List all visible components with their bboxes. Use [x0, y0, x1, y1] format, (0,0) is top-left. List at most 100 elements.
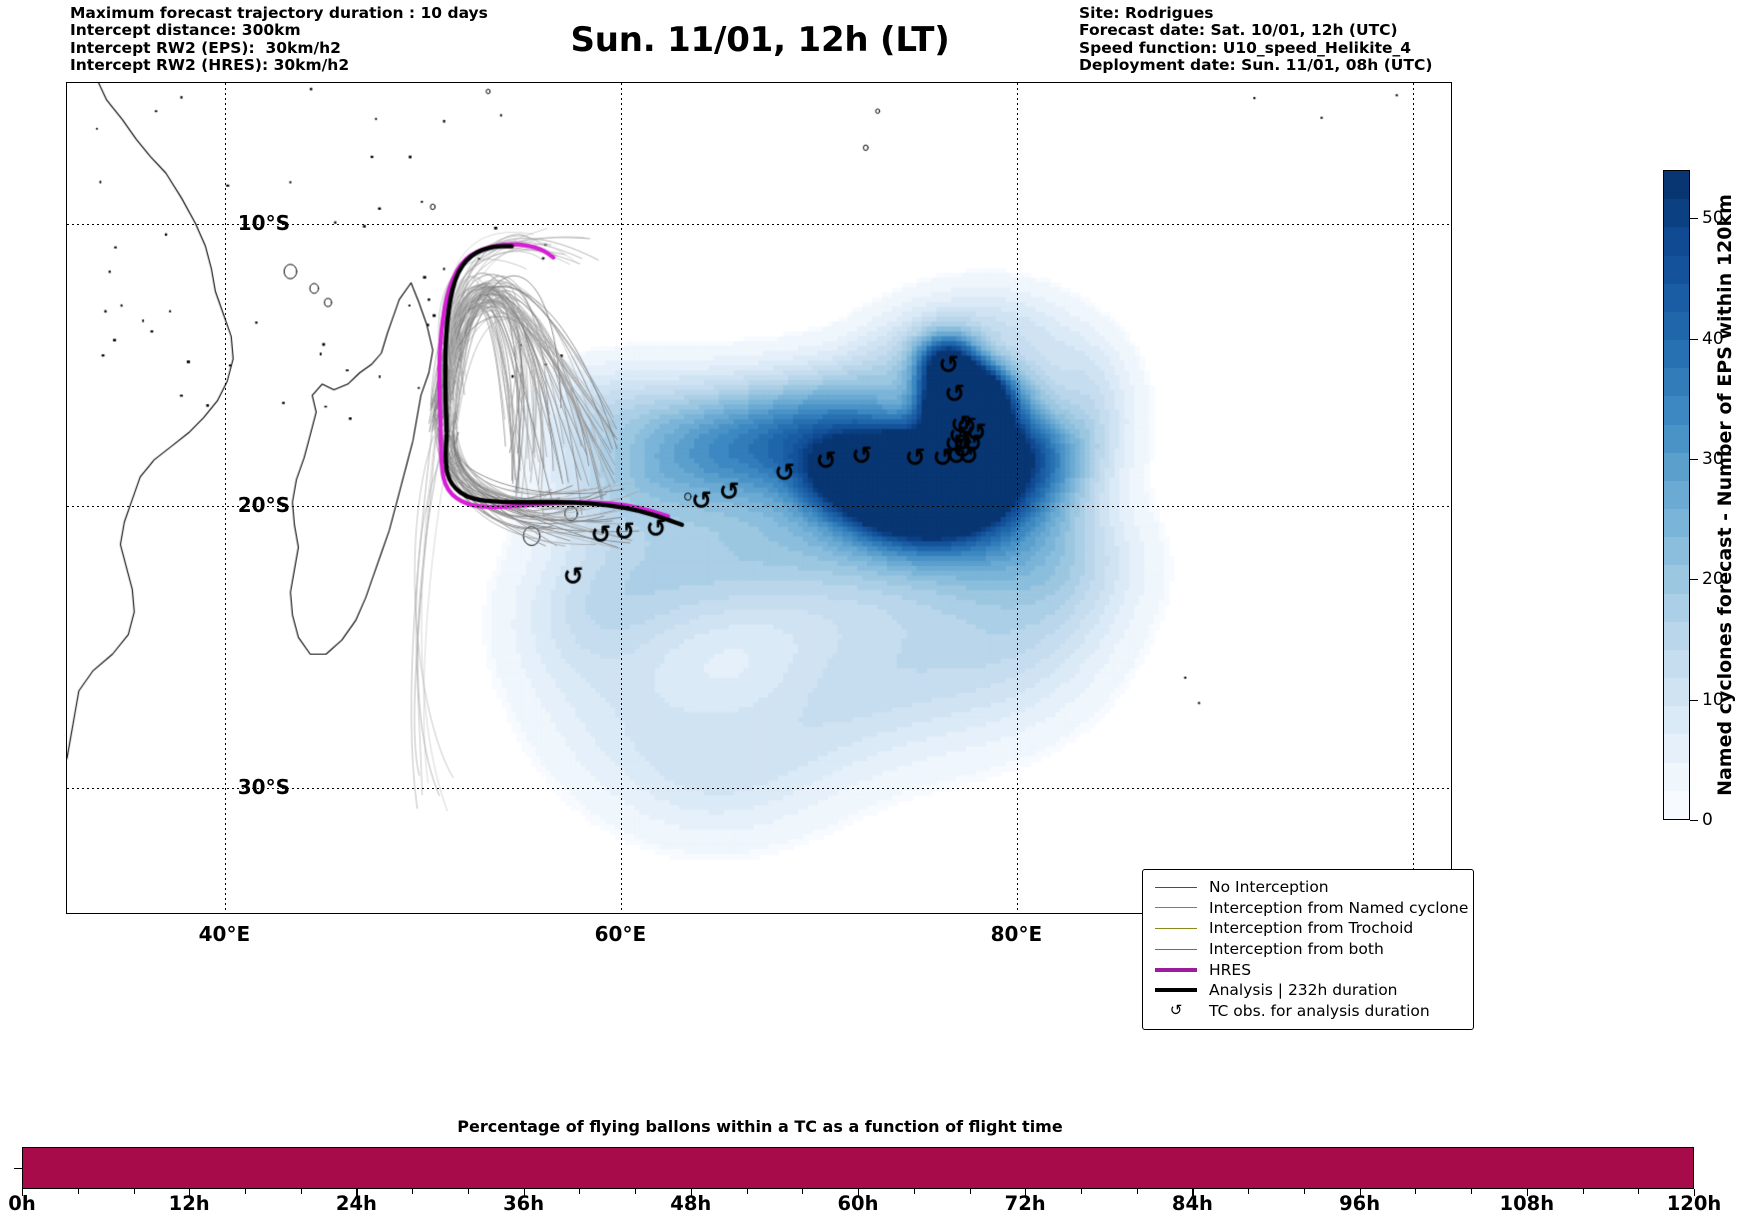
percentage-bar-minor-tick	[300, 1189, 302, 1194]
colorbar-segment	[1664, 621, 1689, 650]
map-legend: No Interception Interception from Named c…	[1142, 869, 1474, 1031]
percentage-bar-minor-tick	[1415, 1189, 1417, 1194]
colorbar-tick-label: 10	[1702, 689, 1724, 710]
gridline-vertical	[1017, 83, 1019, 913]
percentage-bar-ytick	[14, 1168, 22, 1170]
percentage-bar-tick-label: 120h	[1666, 1192, 1722, 1213]
percentage-bar-tick	[1694, 1189, 1696, 1196]
legend-item: Analysis | 232h duration	[1153, 980, 1463, 1001]
colorbar-tick-label: 50	[1702, 208, 1724, 229]
legend-item: ↺ TC obs. for analysis duration	[1153, 1001, 1463, 1022]
percentage-bar-tick-label: 108h	[1499, 1192, 1555, 1213]
colorbar-segment	[1664, 452, 1689, 481]
legend-item-label: HRES	[1209, 960, 1252, 979]
gridline-horizontal	[67, 224, 1451, 225]
map-xtick-label: 60°E	[594, 922, 647, 946]
percentage-bar-minor-tick	[1638, 1189, 1640, 1194]
percentage-bar-minor-tick	[579, 1189, 581, 1194]
legend-line-swatch	[1155, 927, 1197, 929]
colorbar-tick	[1690, 579, 1698, 581]
percentage-bar-minor-tick	[412, 1189, 414, 1194]
colorbar-tick-label: 0	[1702, 810, 1713, 830]
colorbar-tick	[1690, 338, 1698, 340]
tc-observation-icon: ↺	[1169, 1001, 1183, 1020]
legend-line-swatch	[1155, 948, 1197, 950]
percentage-bar-minor-tick	[635, 1189, 637, 1194]
percentage-bar-tick	[1359, 1189, 1361, 1196]
percentage-bar-minor-tick	[1582, 1189, 1584, 1194]
map-canvas	[67, 83, 1451, 913]
percentage-bar-area	[22, 1147, 1694, 1189]
percentage-bar-minor-tick	[802, 1189, 804, 1194]
legend-item-label: Interception from both	[1209, 940, 1384, 959]
colorbar-segment	[1664, 480, 1689, 510]
colorbar-segment	[1664, 762, 1689, 791]
map-ytick-label: 20°S	[237, 493, 290, 518]
colorbar-tick	[1690, 699, 1698, 701]
colorbar-tick-label: 40	[1702, 328, 1724, 349]
colorbar-tick	[1690, 820, 1698, 822]
colorbar-segment	[1664, 678, 1689, 707]
colorbar-segment	[1664, 706, 1689, 735]
colorbar-segment	[1664, 283, 1689, 312]
percentage-bar-minor-tick	[969, 1189, 971, 1194]
percentage-bar-tick-label: 60h	[837, 1192, 879, 1213]
percentage-bar-minor-tick	[913, 1189, 915, 1194]
map-plot-area	[66, 82, 1452, 914]
legend-item-label: Interception from Named cyclone	[1209, 898, 1469, 917]
colorbar-tick-label: 30	[1702, 448, 1724, 469]
percentage-bar-minor-tick	[77, 1189, 79, 1194]
map-xtick-label: 40°E	[198, 922, 251, 946]
map-xtick-label: 80°E	[990, 922, 1043, 946]
gridline-vertical	[1413, 83, 1415, 913]
gridline-vertical	[621, 83, 623, 913]
gridline-horizontal	[67, 788, 1451, 790]
colorbar-tick	[1690, 458, 1698, 461]
gridline-horizontal	[67, 506, 1451, 508]
percentage-bar-tick	[523, 1189, 525, 1196]
legend-item: No Interception	[1153, 877, 1463, 898]
colorbar-segment	[1664, 171, 1689, 200]
percentage-bar-tick-label: 48h	[670, 1192, 712, 1213]
colorbar-segment	[1664, 509, 1689, 538]
colorbar-segment	[1664, 649, 1689, 679]
colorbar-title: Named cyclones forecast - Number of EPS …	[1712, 170, 1738, 820]
legend-item-label: No Interception	[1209, 878, 1329, 897]
percentage-bar-minor-tick	[1248, 1189, 1250, 1194]
map-ytick-label: 10°S	[237, 211, 290, 235]
percentage-bar-tick-label: 12h	[168, 1192, 210, 1213]
colorbar-tick	[1690, 218, 1698, 220]
percentage-bar-tick-label: 24h	[335, 1192, 377, 1213]
colorbar-segment	[1664, 396, 1689, 425]
legend-item-label: Interception from Trochoid	[1209, 919, 1414, 938]
percentage-bar-tick	[356, 1189, 358, 1196]
legend-line-swatch	[1155, 886, 1197, 888]
percentage-bar-tick-label: 96h	[1339, 1192, 1381, 1213]
colorbar-gradient	[1663, 170, 1690, 820]
legend-line-swatch	[1155, 907, 1197, 909]
colorbar-segment	[1664, 537, 1689, 566]
percentage-bar-minor-tick	[746, 1189, 748, 1194]
figure-title: Sun. 11/01, 12h (LT)	[570, 20, 950, 60]
percentage-bar-tick-label: 0h	[8, 1192, 36, 1213]
percentage-bar-tick	[189, 1189, 191, 1196]
percentage-bar-minor-tick	[133, 1189, 135, 1194]
legend-item: Interception from Named cyclone	[1153, 898, 1468, 919]
percentage-bar-minor-tick	[1136, 1189, 1138, 1194]
colorbar-segment	[1664, 734, 1689, 763]
colorbar-segment	[1664, 790, 1689, 819]
legend-line-swatch	[1155, 988, 1197, 993]
percentage-bar-tick	[1526, 1189, 1528, 1196]
map-ytick-label: 30°S	[237, 775, 290, 800]
colorbar-segment	[1664, 424, 1689, 453]
percentage-bar-tick	[1025, 1189, 1027, 1196]
colorbar-segment	[1664, 368, 1689, 397]
percentage-bar-tick	[1192, 1189, 1194, 1196]
percentage-bar-tick-label: 72h	[1004, 1192, 1046, 1213]
colorbar-segment	[1664, 565, 1689, 594]
percentage-bar-fill	[23, 1148, 1693, 1188]
colorbar-segment	[1664, 340, 1689, 369]
gridline-vertical	[225, 83, 227, 913]
header-left-info: Maximum forecast trajectory duration : 1…	[70, 4, 488, 75]
